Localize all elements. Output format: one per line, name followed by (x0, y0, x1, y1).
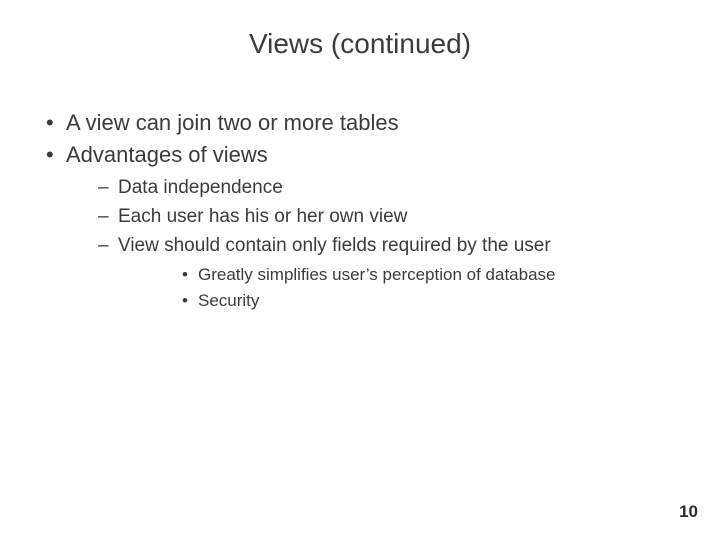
bullet-text: Advantages of views (66, 142, 268, 167)
list-item: A view can join two or more tables (40, 108, 680, 138)
bullet-list-level-3: Greatly simplifies user’s perception of … (118, 263, 680, 313)
list-item: Security (118, 289, 680, 314)
list-item: Advantages of views Data independence Ea… (40, 140, 680, 314)
bullet-list-level-1: A view can join two or more tables Advan… (40, 108, 680, 313)
page-number: 10 (679, 502, 698, 522)
bullet-text: Each user has his or her own view (118, 206, 407, 227)
bullet-text: View should contain only fields required… (118, 235, 551, 256)
list-item: View should contain only fields required… (66, 233, 680, 314)
list-item: Greatly simplifies user’s perception of … (118, 263, 680, 288)
bullet-text: Greatly simplifies user’s perception of … (198, 265, 556, 284)
slide: Views (continued) A view can join two or… (0, 0, 720, 540)
slide-title: Views (continued) (0, 28, 720, 60)
slide-body: A view can join two or more tables Advan… (40, 108, 680, 315)
bullet-list-level-2: Data independence Each user has his or h… (66, 175, 680, 313)
bullet-text: Data independence (118, 177, 283, 198)
bullet-text: A view can join two or more tables (66, 110, 399, 135)
bullet-text: Security (198, 291, 259, 310)
list-item: Data independence (66, 175, 680, 202)
list-item: Each user has his or her own view (66, 204, 680, 231)
